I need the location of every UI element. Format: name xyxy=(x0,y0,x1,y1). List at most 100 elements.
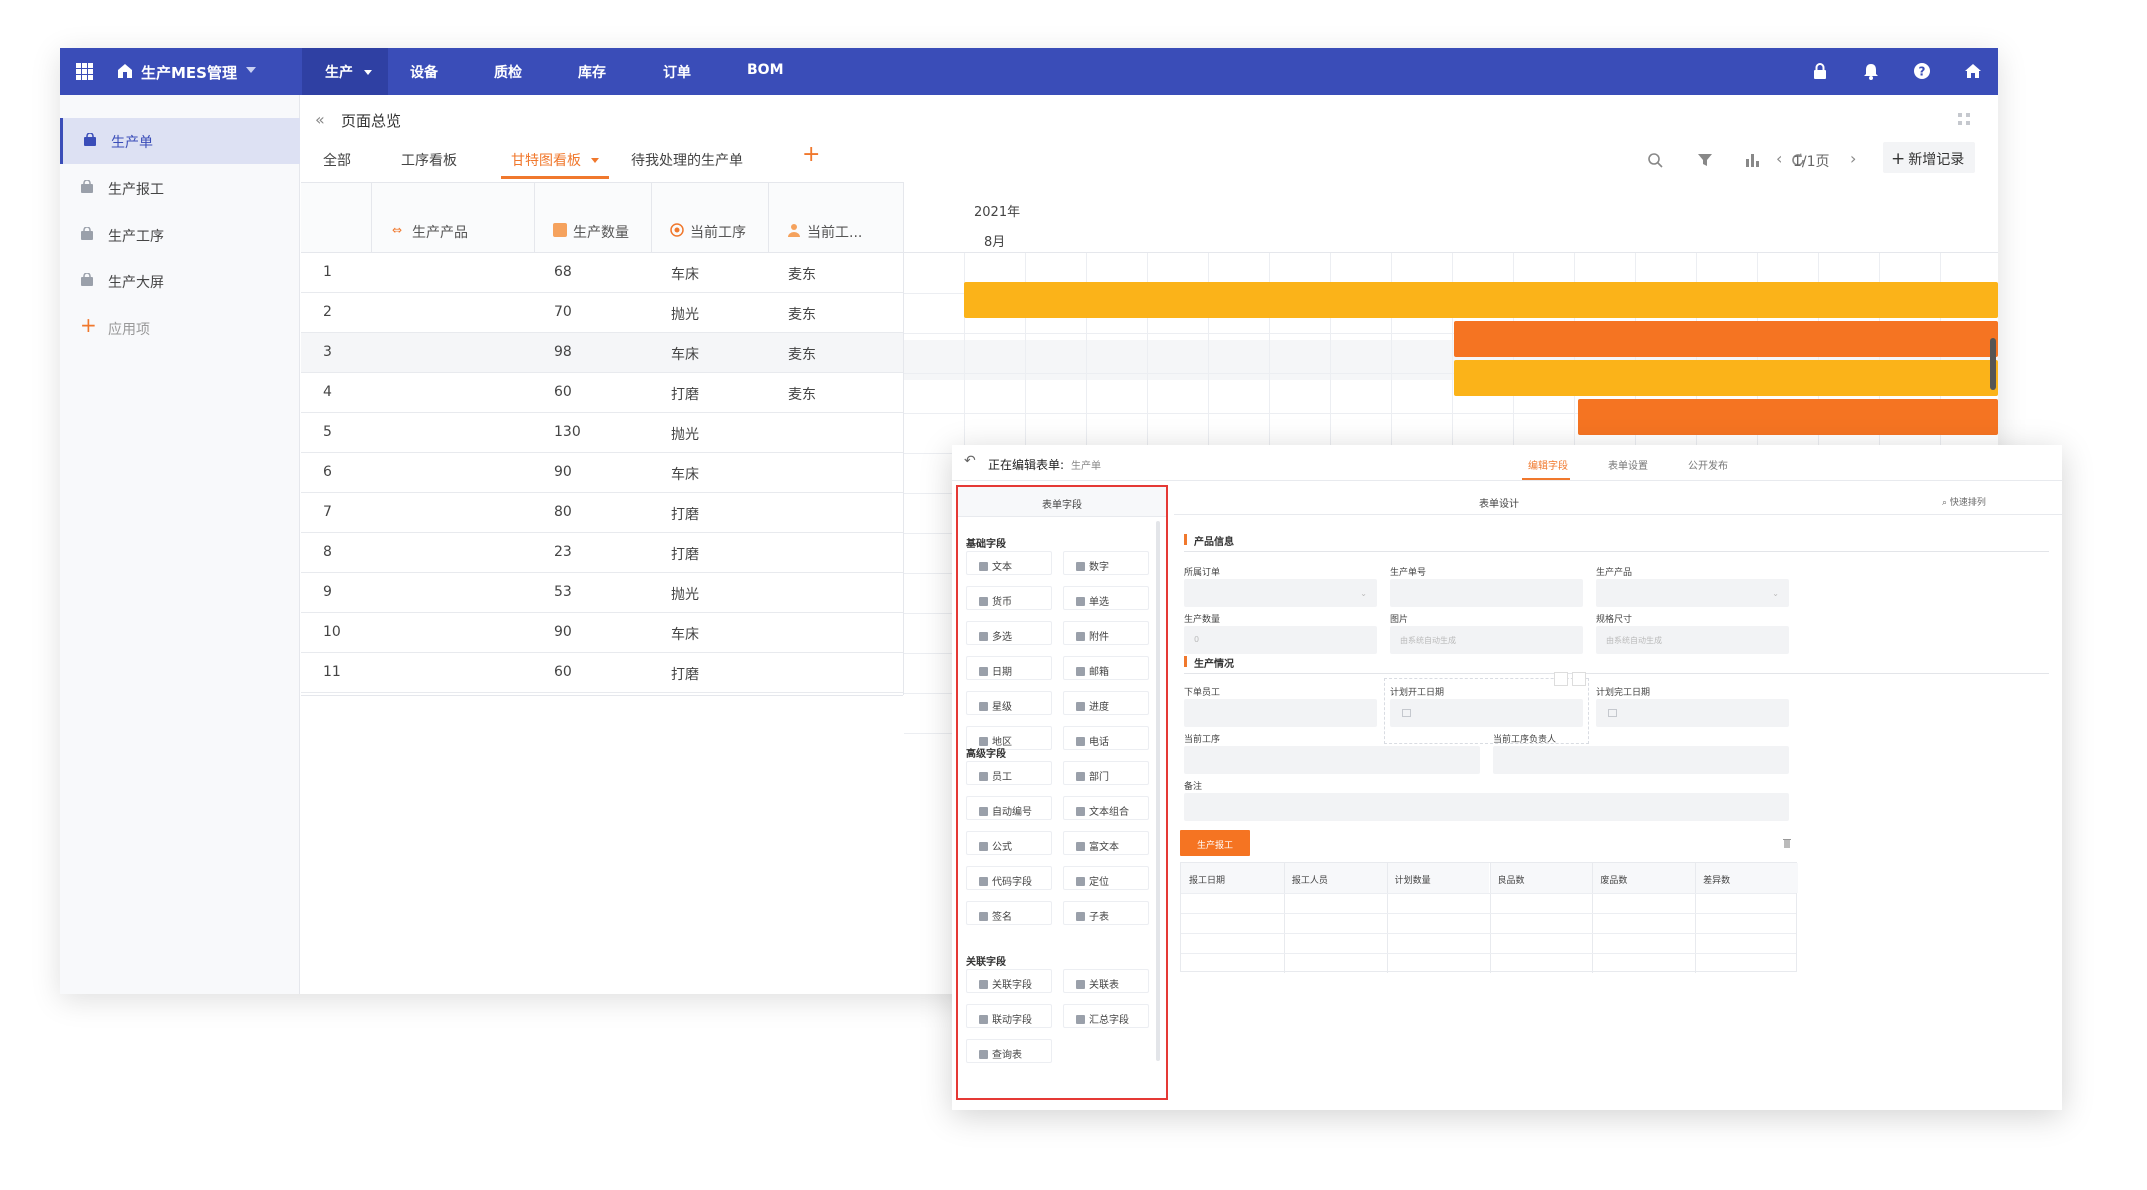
field-type-button[interactable]: 单选 xyxy=(1063,586,1149,610)
app-switch-caret-icon[interactable] xyxy=(246,67,256,73)
field-type-button[interactable]: 公式 xyxy=(966,831,1052,855)
field-type-button[interactable]: 代码字段 xyxy=(966,866,1052,890)
employee-field[interactable] xyxy=(1184,699,1377,727)
field-type-button[interactable]: 数字 xyxy=(1063,551,1149,575)
nav-equipment[interactable]: 设备 xyxy=(410,65,438,81)
gantt-bar[interactable] xyxy=(1578,399,1998,435)
gantt-bar[interactable] xyxy=(1454,321,1998,357)
sidebar-item-production-report[interactable]: 生产报工 xyxy=(60,165,300,211)
nav-orders[interactable]: 订单 xyxy=(663,65,691,81)
filter-icon[interactable] xyxy=(1696,151,1714,169)
field-type-button[interactable]: 汇总字段 xyxy=(1063,1004,1149,1028)
field-type-button[interactable]: 星级 xyxy=(966,691,1052,715)
column-header-current-step[interactable]: 当前工序 xyxy=(651,183,768,253)
chart-icon[interactable] xyxy=(1743,151,1761,169)
field-type-button[interactable]: 自动编号 xyxy=(966,796,1052,820)
search-icon[interactable] xyxy=(1646,151,1664,169)
table-row[interactable]: 10 90 车床 xyxy=(301,613,903,653)
back-arrow-icon[interactable]: ↶ xyxy=(964,453,976,469)
nav-production[interactable]: 生产 xyxy=(325,65,353,81)
gantt-bar[interactable] xyxy=(1454,360,1998,396)
field-type-button[interactable]: 富文本 xyxy=(1063,831,1149,855)
product-select[interactable]: ⌄ xyxy=(1596,579,1789,607)
table-row[interactable]: 9 53 抛光 xyxy=(301,573,903,613)
table-row[interactable]: 11 60 打磨 xyxy=(301,653,903,693)
field-type-button[interactable]: 邮箱 xyxy=(1063,656,1149,680)
quantity-input[interactable]: 0 xyxy=(1184,626,1377,654)
table-gantt-divider[interactable] xyxy=(903,182,904,695)
gantt-bar[interactable] xyxy=(964,282,1998,318)
field-type-button[interactable]: 签名 xyxy=(966,901,1052,925)
field-type-button[interactable]: 货币 xyxy=(966,586,1052,610)
add-record-button[interactable]: + 新增记录 xyxy=(1883,142,1975,173)
fullscreen-icon[interactable] xyxy=(1957,112,1971,126)
field-type-button[interactable]: 多选 xyxy=(966,621,1052,645)
field-type-button[interactable]: 进度 xyxy=(1063,691,1149,715)
step-owner-field[interactable] xyxy=(1493,746,1789,774)
field-type-button[interactable]: 文本组合 xyxy=(1063,796,1149,820)
sidebar-item-production-order[interactable]: 生产单 xyxy=(60,118,300,164)
order-no-input[interactable] xyxy=(1390,579,1583,607)
table-row[interactable]: 1 68 车床 麦东 xyxy=(301,253,903,293)
field-type-button[interactable]: 子表 xyxy=(1063,901,1149,925)
column-header-product[interactable]: ⇔ 生产产品 xyxy=(371,183,534,253)
refresh-icon[interactable] xyxy=(1789,151,1807,169)
home-icon[interactable] xyxy=(1963,61,1983,81)
field-type-button[interactable]: 查询表 xyxy=(966,1039,1052,1063)
table-row[interactable]: 7 80 打磨 xyxy=(301,493,903,533)
delete-icon[interactable] xyxy=(1572,672,1586,686)
end-date-field[interactable] xyxy=(1596,699,1789,727)
spec-field[interactable]: 由系统自动生成 xyxy=(1596,626,1789,654)
prev-page-icon[interactable]: ‹ xyxy=(1776,149,1783,168)
add-tab-icon[interactable]: + xyxy=(802,142,821,167)
copy-icon[interactable] xyxy=(1554,672,1568,686)
form-fields-scrollbar[interactable] xyxy=(1156,521,1160,1061)
bell-icon[interactable] xyxy=(1861,61,1881,81)
table-row[interactable]: 8 23 打磨 xyxy=(301,533,903,573)
app-grid-icon[interactable] xyxy=(76,63,93,80)
order-select[interactable]: ⌄ xyxy=(1184,579,1377,607)
tab-process-board[interactable]: 工序看板 xyxy=(401,153,457,169)
app-title[interactable]: 生产MES管理 xyxy=(141,64,237,82)
tab-gantt-board[interactable]: 甘特图看板 xyxy=(511,153,581,169)
field-type-button[interactable]: 日期 xyxy=(966,656,1052,680)
field-type-button[interactable]: 电话 xyxy=(1063,726,1149,750)
table-row[interactable]: 5 130 抛光 xyxy=(301,413,903,453)
tab-dropdown-caret-icon[interactable] xyxy=(591,158,599,163)
nav-production-caret-icon[interactable] xyxy=(364,70,372,75)
sidebar-add-app-item[interactable]: + 应用项 xyxy=(60,305,300,351)
gantt-bar-resize-handle[interactable] xyxy=(1990,338,1996,390)
lock-icon[interactable] xyxy=(1810,61,1830,81)
table-row[interactable]: 3 98 车床 麦东 xyxy=(301,333,903,373)
field-type-button[interactable]: 部门 xyxy=(1063,761,1149,785)
field-type-button[interactable]: 联动字段 xyxy=(966,1004,1052,1028)
subtable-tab[interactable]: 生产报工 xyxy=(1180,830,1250,856)
field-type-button[interactable]: 关联字段 xyxy=(966,969,1052,993)
sidebar-item-production-process[interactable]: 生产工序 xyxy=(60,212,300,258)
field-type-button[interactable]: 关联表 xyxy=(1063,969,1149,993)
tab-edit-fields[interactable]: 编辑字段 xyxy=(1528,461,1568,472)
trash-icon[interactable] xyxy=(1782,837,1792,848)
field-type-button[interactable]: 附件 xyxy=(1063,621,1149,645)
field-type-button[interactable]: 定位 xyxy=(1063,866,1149,890)
tab-all[interactable]: 全部 xyxy=(323,153,351,169)
table-row[interactable]: 6 90 车床 xyxy=(301,453,903,493)
start-date-field[interactable] xyxy=(1390,699,1583,727)
collapse-sidebar-icon[interactable]: « xyxy=(315,110,325,129)
quick-sort-button[interactable]: ⌕ 快速排列 xyxy=(1942,498,1986,508)
sidebar-item-production-screen[interactable]: 生产大屏 xyxy=(60,258,300,304)
current-step-field[interactable] xyxy=(1184,746,1480,774)
selected-field-outline[interactable] xyxy=(1384,678,1589,744)
table-row[interactable]: 4 60 打磨 麦东 xyxy=(301,373,903,413)
tab-pending-orders[interactable]: 待我处理的生产单 xyxy=(631,153,743,169)
field-type-button[interactable]: 员工 xyxy=(966,761,1052,785)
column-header-step-owner[interactable]: 当前工... xyxy=(768,183,903,253)
remark-field[interactable] xyxy=(1184,793,1789,821)
column-header-quantity[interactable]: 生产数量 xyxy=(534,183,651,253)
nav-inventory[interactable]: 库存 xyxy=(578,65,606,81)
image-field[interactable]: 由系统自动生成 xyxy=(1390,626,1583,654)
field-type-button[interactable]: 文本 xyxy=(966,551,1052,575)
tab-public-publish[interactable]: 公开发布 xyxy=(1688,461,1728,472)
field-type-button[interactable]: 地区 xyxy=(966,726,1052,750)
nav-quality[interactable]: 质检 xyxy=(494,65,522,81)
